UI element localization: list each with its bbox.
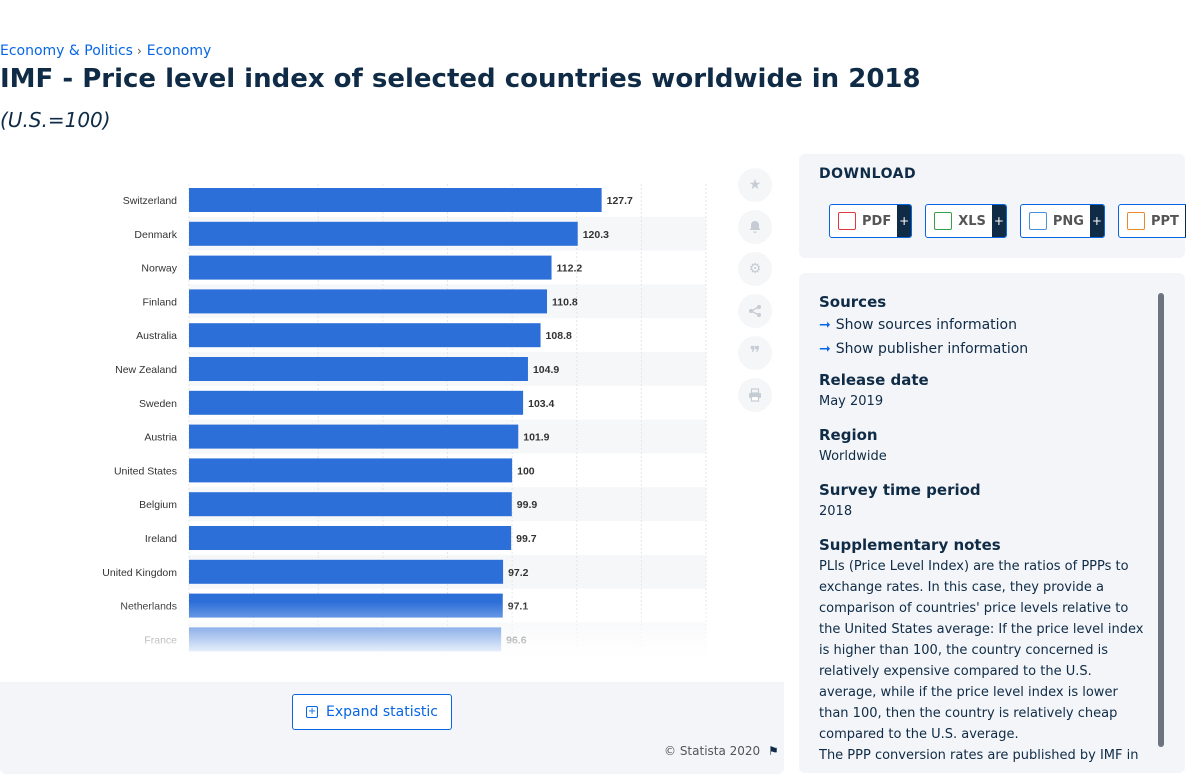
value-label: 103.4 <box>528 398 554 410</box>
sources-heading: Sources <box>819 293 887 311</box>
chart-card: Switzerland 127.7 Denmark 120.3 Norway 112.2 F… <box>0 154 784 774</box>
download-xls-label: XLS <box>958 213 986 229</box>
xls-file-icon <box>934 212 953 230</box>
value-label: 99.9 <box>517 499 538 511</box>
bar <box>189 526 512 550</box>
download-ppt-plus: + <box>1184 205 1186 237</box>
release-date-value: May 2019 <box>819 394 884 409</box>
category-label: Finland <box>143 296 178 308</box>
gear-icon[interactable]: ⚙ <box>738 252 772 286</box>
value-label: 108.8 <box>546 330 572 342</box>
survey-period-heading: Survey time period <box>819 481 981 499</box>
category-label: New Zealand <box>115 364 177 376</box>
category-label: Ireland <box>145 533 177 545</box>
show-sources-link[interactable]: ➞ Show sources information <box>819 313 1144 337</box>
supplementary-notes-text: PLIs (Price Level Index) are the ratios … <box>819 559 1144 742</box>
page-title: IMF - Price level index of selected coun… <box>0 64 921 94</box>
star-icon[interactable]: ★ <box>738 168 772 202</box>
category-label: Denmark <box>134 229 177 241</box>
show-publisher-label: Show publisher information <box>835 341 1029 357</box>
download-buttons: PDF + XLS + PNG + PPT + <box>829 204 1186 238</box>
print-icon[interactable] <box>738 378 772 412</box>
breadcrumb-economy[interactable]: Economy <box>146 43 212 59</box>
supplementary-notes-text-2: The PPP conversion rates are published b… <box>819 748 1139 763</box>
bar <box>189 458 513 483</box>
category-label: Norway <box>141 263 177 275</box>
value-label: 112.2 <box>557 263 583 275</box>
download-pdf-button[interactable]: PDF + <box>829 204 913 238</box>
category-label: Belgium <box>139 499 177 511</box>
bell-icon[interactable] <box>738 210 772 244</box>
region-heading: Region <box>819 426 878 444</box>
bar <box>189 323 541 348</box>
bar <box>189 357 528 381</box>
pdf-file-icon <box>838 212 856 230</box>
png-file-icon <box>1028 212 1047 230</box>
bar <box>189 289 548 314</box>
info-scrollbar[interactable] <box>1158 293 1164 747</box>
chevron-right-icon: › <box>136 44 142 58</box>
value-label: 120.3 <box>583 229 609 241</box>
bar <box>189 424 519 449</box>
category-label: Sweden <box>139 398 177 410</box>
category-label: Australia <box>136 330 177 342</box>
value-label: 110.8 <box>552 296 578 308</box>
bar <box>189 390 524 415</box>
chart-fade-overlay <box>0 602 784 682</box>
expand-statistic-button[interactable]: + Expand statistic <box>292 694 452 730</box>
download-pdf-plus: + <box>897 205 912 237</box>
show-publisher-link[interactable]: ➞ Show publisher information <box>819 337 1144 361</box>
breadcrumb: Economy & Politics › Economy <box>0 43 211 59</box>
category-label: United Kingdom <box>102 567 177 579</box>
statistic-info-card: Sources ➞ Show sources information ➞ Show … <box>799 273 1185 773</box>
download-pdf-label: PDF <box>862 213 892 229</box>
bar <box>189 221 578 246</box>
category-label: Switzerland <box>123 195 177 207</box>
category-label: United States <box>114 465 177 477</box>
flag-icon[interactable]: ⚑ <box>768 744 779 758</box>
download-xls-button[interactable]: XLS + <box>925 204 1007 238</box>
value-label: 101.9 <box>523 432 549 444</box>
quote-icon[interactable]: ❞ <box>738 336 772 370</box>
breadcrumb-economy-politics[interactable]: Economy & Politics <box>0 43 133 59</box>
download-ppt-label: PPT <box>1150 213 1179 229</box>
bar <box>189 255 552 280</box>
supplementary-notes-heading: Supplementary notes <box>819 536 1001 554</box>
share-icon[interactable] <box>738 294 772 328</box>
expand-statistic-label: Expand statistic <box>326 704 438 720</box>
download-png-plus: + <box>1089 205 1104 237</box>
chart-area: Switzerland 127.7 Denmark 120.3 Norway 112.2 F… <box>0 154 784 682</box>
release-date-heading: Release date <box>819 371 929 389</box>
statistic-info-content: Sources ➞ Show sources information ➞ Show … <box>819 293 1144 773</box>
value-label: 99.7 <box>516 533 537 545</box>
download-png-button[interactable]: PNG + <box>1019 204 1105 238</box>
download-ppt-button[interactable]: PPT + <box>1117 204 1186 238</box>
bar <box>189 188 602 212</box>
copyright-text: © Statista 2020 <box>664 744 761 758</box>
category-label: Austria <box>144 432 177 444</box>
value-label: 127.7 <box>607 195 633 207</box>
page-subtitle: (U.S.=100) <box>0 108 111 132</box>
bar <box>189 559 504 584</box>
ppt-file-icon <box>1126 212 1145 230</box>
copyright: © Statista 2020 ⚑ <box>664 744 779 758</box>
survey-period-value: 2018 <box>819 504 853 519</box>
download-title: DOWNLOAD <box>819 166 917 182</box>
download-png-label: PNG <box>1052 213 1084 229</box>
plus-square-icon: + <box>306 706 319 718</box>
chart-toolbar: ★ ⚙ ❞ <box>738 168 772 420</box>
value-label: 104.9 <box>533 364 559 376</box>
value-label: 97.2 <box>508 567 529 579</box>
region-value: Worldwide <box>819 449 887 464</box>
download-xls-plus: + <box>991 205 1006 237</box>
download-card: DOWNLOAD PDF + XLS + PNG + PPT + <box>799 154 1186 258</box>
show-sources-label: Show sources information <box>835 317 1017 333</box>
bar <box>189 492 512 517</box>
value-label: 100 <box>517 465 535 477</box>
arrow-right-icon: ➞ <box>819 341 831 357</box>
arrow-right-icon: ➞ <box>819 317 831 333</box>
bar-chart: Switzerland 127.7 Denmark 120.3 Norway 112.2 F… <box>102 184 707 674</box>
